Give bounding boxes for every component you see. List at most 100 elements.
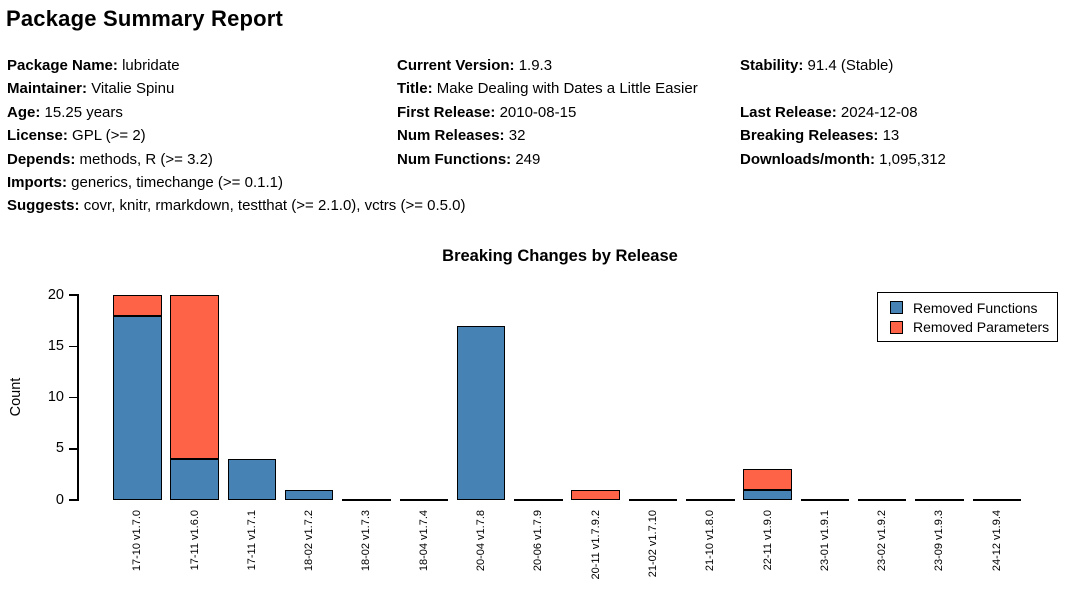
metadata-label: Package Name: xyxy=(7,57,118,74)
legend-row: Removed Parameters xyxy=(878,318,1057,338)
y-tick-label: 10 xyxy=(47,389,64,405)
x-tick-label: 17-11 v1.6.0 xyxy=(188,510,201,571)
legend: Removed Functions Removed Parameters xyxy=(877,292,1058,342)
y-tick-label: 15 xyxy=(47,337,64,354)
metadata-label: Maintainer: xyxy=(7,80,88,98)
x-tick-label: 18-02 v1.7.3 xyxy=(360,510,373,572)
y-tick-mark xyxy=(69,499,77,501)
bar-segment-removed-functions xyxy=(743,489,792,500)
legend-row: Removed Functions xyxy=(878,298,1057,318)
metadata-value: 91.4 (Stable) xyxy=(807,57,894,74)
bar-segment-removed-parameters xyxy=(113,295,162,316)
metadata-cell: Suggests: covr, knitr, rmarkdown, testth… xyxy=(7,194,466,217)
bar-segment-removed-functions xyxy=(456,325,506,500)
metadata-label: Depends: xyxy=(7,150,76,168)
x-tick-label: 21-02 v1.7.10 xyxy=(646,510,659,578)
metadata-cell: Downloads/month: 1,095,312 xyxy=(740,148,1069,171)
metadata-cell: Depends: methods, R (>= 3.2) xyxy=(7,148,397,171)
x-tick-label: 23-02 v1.9.2 xyxy=(876,510,889,572)
metadata-value: lubridate xyxy=(122,57,180,74)
metadata-cell: Current Version: 1.9.3 xyxy=(397,54,740,77)
metadata-value: 15.25 years xyxy=(44,103,123,121)
y-axis-line xyxy=(77,294,79,501)
y-tick-label: 20 xyxy=(47,286,64,303)
legend-swatch-icon xyxy=(890,320,903,334)
x-tick-label: 23-01 v1.9.1 xyxy=(818,510,831,572)
metadata-label: Current Version: xyxy=(397,57,515,74)
metadata-label: First Release: xyxy=(397,103,496,121)
metadata-label: Imports: xyxy=(7,173,67,191)
legend-swatch-icon xyxy=(890,301,903,315)
metadata-value: methods, R (>= 3.2) xyxy=(79,150,213,168)
x-tick-label: 17-11 v1.7.1 xyxy=(245,510,258,571)
zero-bar xyxy=(857,498,907,501)
legend-label: Removed Functions xyxy=(913,299,1038,316)
zero-bar xyxy=(972,498,1021,501)
metadata-cell: First Release: 2010-08-15 xyxy=(397,101,740,124)
metadata-label: Downloads/month: xyxy=(740,150,875,168)
x-tick-label: 20-04 v1.7.8 xyxy=(475,510,488,572)
x-tick-label: 18-02 v1.7.2 xyxy=(303,510,316,572)
x-tick-label: 20-06 v1.7.9 xyxy=(532,510,545,572)
bar-segment-removed-functions xyxy=(170,459,219,500)
zero-bar xyxy=(514,498,563,501)
page-title: Package Summary Report xyxy=(6,6,284,31)
metadata-cell: Title: Make Dealing with Dates a Little … xyxy=(397,77,740,100)
metadata-label: Num Releases: xyxy=(397,127,505,145)
metadata-cell xyxy=(740,171,1069,194)
y-tick-label: 0 xyxy=(55,491,64,508)
metadata-value: covr, knitr, rmarkdown, testthat (>= 2.1… xyxy=(83,197,466,215)
metadata-label: License: xyxy=(7,127,68,145)
zero-bar xyxy=(342,498,391,501)
bar-segment-removed-functions xyxy=(113,315,162,500)
metadata-value: 249 xyxy=(515,150,541,168)
metadata-label: Age: xyxy=(7,103,41,121)
x-tick-label: 20-11 v1.7.9.2 xyxy=(589,510,602,580)
zero-bar xyxy=(628,498,678,501)
metadata-value: 13 xyxy=(882,127,900,145)
bar-segment-removed-parameters xyxy=(170,295,219,459)
metadata-cell xyxy=(740,77,1069,100)
bar-segment-removed-parameters xyxy=(743,469,792,490)
x-tick-label: 18-04 v1.7.4 xyxy=(417,510,430,572)
zero-bar xyxy=(686,498,735,501)
y-tick-mark xyxy=(69,448,77,450)
y-tick-mark xyxy=(69,345,77,347)
metadata-cell: Imports: generics, timechange (>= 0.1.1) xyxy=(7,171,397,194)
metadata-grid: Package Name: lubridate Current Version: … xyxy=(7,54,1069,218)
zero-bar xyxy=(399,498,448,501)
metadata-label: Num Functions: xyxy=(397,150,512,168)
bar-segment-removed-parameters xyxy=(571,489,620,500)
metadata-value: generics, timechange (>= 0.1.1) xyxy=(71,173,283,191)
metadata-value: 2010-08-15 xyxy=(499,103,577,121)
zero-bar xyxy=(800,498,850,501)
legend-label: Removed Parameters xyxy=(913,319,1050,336)
metadata-label: Last Release: xyxy=(740,103,837,121)
metadata-label: Stability: xyxy=(740,57,804,74)
x-tick-label: 17-10 v1.7.0 xyxy=(131,510,144,572)
metadata-cell: License: GPL (>= 2) xyxy=(7,124,397,147)
metadata-cell xyxy=(740,194,1069,217)
bar-segment-removed-functions xyxy=(227,459,277,500)
metadata-cell: Maintainer: Vitalie Spinu xyxy=(7,77,397,100)
y-axis-label: Count xyxy=(8,377,24,417)
chart-title: Breaking Changes by Release xyxy=(442,247,678,265)
metadata-cell: Num Functions: 249 xyxy=(397,148,740,171)
metadata-label: Breaking Releases: xyxy=(740,127,879,145)
metadata-cell: Stability: 91.4 (Stable) xyxy=(740,54,1069,77)
metadata-value: 32 xyxy=(508,127,526,145)
zero-bar xyxy=(915,498,964,501)
metadata-cell: Package Name: lubridate xyxy=(7,54,397,77)
x-tick-label: 21-10 v1.8.0 xyxy=(704,510,717,572)
metadata-value: Make Dealing with Dates a Little Easier xyxy=(436,80,698,98)
metadata-value: Vitalie Spinu xyxy=(91,80,175,98)
x-tick-label: 22-11 v1.9.0 xyxy=(761,510,774,571)
metadata-value: 1.9.3 xyxy=(518,57,553,74)
y-tick-label: 5 xyxy=(55,440,64,457)
metadata-cell: Last Release: 2024-12-08 xyxy=(740,101,1069,124)
metadata-label: Title: xyxy=(397,80,433,98)
metadata-label: Suggests: xyxy=(7,197,80,215)
metadata-value: 2024-12-08 xyxy=(840,103,918,121)
metadata-cell: Age: 15.25 years xyxy=(7,101,397,124)
